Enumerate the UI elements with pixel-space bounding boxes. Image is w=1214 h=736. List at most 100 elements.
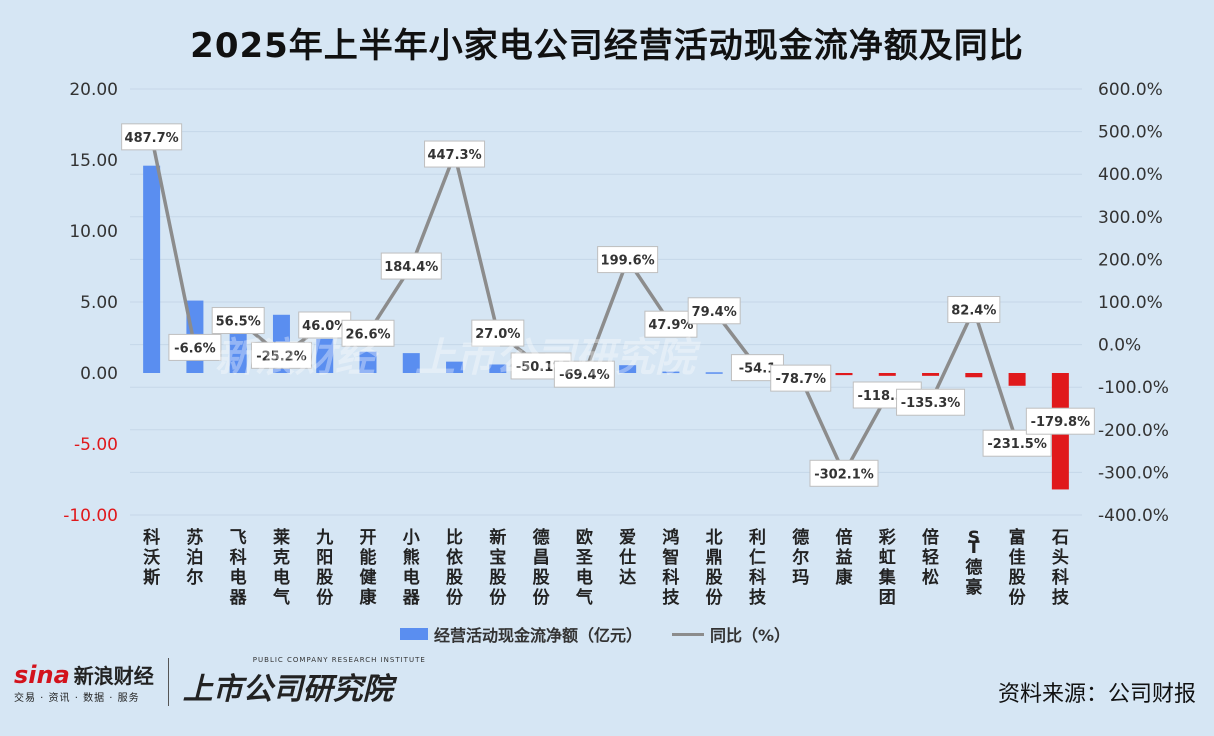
category-label: 鸿智科技 — [662, 527, 680, 608]
category-label-char: 利 — [749, 527, 766, 548]
data-label-box — [471, 319, 525, 347]
category-label-char: 科 — [662, 567, 679, 588]
category-label-char: 德 — [792, 527, 809, 548]
category-label-char: 份 — [316, 587, 334, 608]
category-label-char: 虹 — [879, 548, 896, 568]
category-label-char: 沃 — [143, 547, 160, 568]
category-label: 石头科技 — [1051, 528, 1070, 608]
data-label-box — [1025, 407, 1095, 435]
data-label: -231.5% — [987, 437, 1047, 452]
right-tick-label: 500.0% — [1098, 123, 1163, 143]
legend-bar-swatch — [400, 628, 428, 640]
category-label-char: 德 — [533, 527, 550, 548]
category-label-char: 阳 — [316, 548, 333, 568]
category-label-char: 倍 — [836, 527, 853, 548]
category-label-char: 倍 — [922, 527, 939, 548]
category-label-char: 科 — [749, 567, 766, 588]
data-label: 82.4% — [951, 303, 996, 318]
left-tick-label: 15.00 — [69, 151, 118, 171]
category-label-char: 飞 — [230, 528, 247, 548]
data-label: -69.4% — [559, 368, 610, 383]
data-label: -25.2% — [256, 349, 307, 364]
bar — [359, 351, 377, 373]
legend-item-bar[interactable]: 经营活动现金流净额（亿元） — [400, 622, 642, 646]
bar — [835, 373, 853, 376]
left-tick-label: -5.00 — [74, 435, 118, 455]
source-note: 资料来源：公司财报 — [997, 682, 1196, 707]
category-label-char: 气 — [575, 587, 593, 608]
data-labels: 487.7% -6.6%56.5% -25.2% 46.0%26.6% 184.4% 44… — [121, 123, 1095, 487]
category-label-char: 尔 — [792, 547, 809, 568]
right-tick-label: 400.0% — [1098, 165, 1163, 185]
data-label-box — [896, 388, 966, 416]
category-label-char: 尔 — [186, 567, 203, 588]
data-label: 184.4% — [384, 260, 438, 275]
data-label-box — [597, 246, 659, 274]
category-label-char: 技 — [662, 587, 680, 608]
category-label-char: 玛 — [792, 568, 809, 588]
data-label-box — [770, 364, 832, 392]
category-label-char: T — [968, 538, 980, 558]
category-label: 莱克电气 — [272, 528, 290, 608]
bar — [489, 364, 507, 373]
category-label-char: 康 — [836, 567, 854, 588]
right-tick-label: 600.0% — [1098, 80, 1163, 100]
bar — [705, 372, 723, 374]
category-label-char: 股 — [533, 568, 550, 588]
data-label-box — [211, 307, 265, 335]
category-label: 九阳股份 — [315, 528, 334, 608]
data-label: 447.3% — [427, 148, 481, 163]
category-label-char: 熊 — [403, 547, 420, 568]
left-tick-label: 0.00 — [80, 364, 118, 384]
category-label-char: 松 — [922, 567, 939, 588]
sina-brand-name: 新浪财经 — [73, 664, 154, 688]
category-label-char: 股 — [446, 568, 463, 588]
legend: 经营活动现金流净额（亿元） 同比（%） — [400, 622, 790, 646]
data-label-box — [380, 252, 442, 280]
data-label: 487.7% — [125, 131, 179, 146]
left-tick-label: -10.00 — [63, 506, 118, 526]
data-label-box — [424, 140, 486, 168]
category-label-char: 北 — [706, 528, 723, 548]
category-label-char: 集 — [878, 567, 897, 588]
right-tick-label: -300.0% — [1098, 463, 1169, 483]
category-label-char: 依 — [446, 547, 464, 568]
category-label-char: 斯 — [143, 567, 160, 588]
category-label-char: 彩 — [878, 528, 896, 548]
category-label-char: 电 — [273, 567, 290, 588]
category-label-char: 康 — [360, 587, 378, 608]
bar — [402, 353, 420, 373]
data-label-box — [121, 123, 183, 151]
category-label: 利仁科技 — [749, 527, 767, 608]
category-label: 倍益康 — [836, 527, 854, 588]
category-label-char: 九 — [315, 528, 333, 548]
gridlines — [130, 88, 1082, 516]
legend-item-line[interactable]: 同比（%） — [672, 622, 790, 646]
bar — [143, 165, 161, 373]
category-label-char: 头 — [1052, 548, 1069, 568]
bar — [878, 373, 896, 376]
category-label-char: 益 — [836, 547, 853, 568]
data-label: 56.5% — [216, 315, 261, 330]
category-label: 北鼎股份 — [706, 528, 724, 608]
category-label: ST 德豪 — [965, 528, 982, 598]
category-label: 新宝股份 — [489, 527, 507, 608]
category-label: 彩虹集团 — [878, 528, 897, 608]
category-label-char: 份 — [533, 587, 551, 608]
category-label-char: 鸿 — [662, 527, 679, 548]
category-label-char: 石 — [1051, 528, 1069, 548]
data-label-box — [809, 459, 879, 487]
category-label-char: 股 — [706, 568, 723, 588]
data-label-box — [341, 319, 395, 347]
bar — [446, 361, 464, 373]
chart-title: 2025年上半年小家电公司经营活动现金流净额及同比 — [190, 26, 1024, 66]
data-label-box — [947, 295, 1001, 323]
category-label-char: 能 — [360, 547, 377, 568]
bar — [922, 373, 940, 376]
category-label-char: 莱 — [273, 528, 290, 548]
category-label-char: 份 — [706, 587, 724, 608]
category-label: 苏泊尔 — [186, 527, 203, 588]
sina-tagline: 交易 · 资讯 · 数据 · 服务 — [14, 693, 140, 704]
right-tick-label: -100.0% — [1098, 378, 1169, 398]
